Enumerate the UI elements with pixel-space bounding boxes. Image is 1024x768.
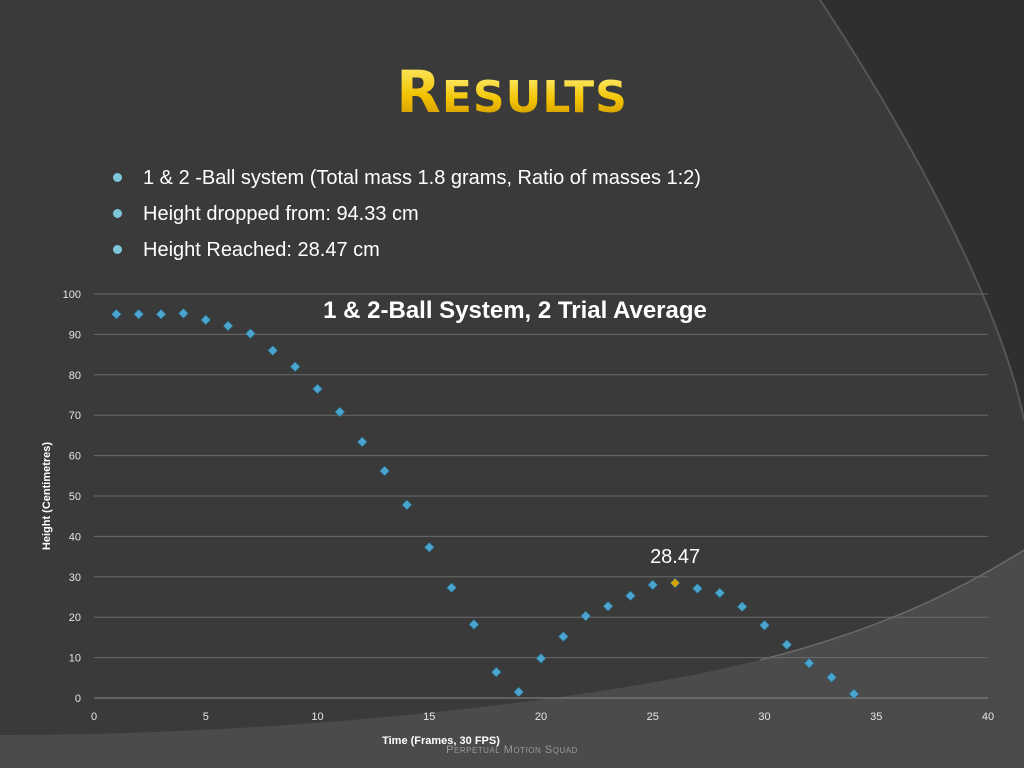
- data-point: [535, 653, 547, 664]
- bullet-text: Height Reached: 28.47 cm: [143, 239, 380, 261]
- x-tick-label: 30: [758, 711, 770, 723]
- bullet-item: 1 & 2 -Ball system (Total mass 1.8 grams…: [113, 160, 701, 196]
- x-tick-label: 0: [91, 711, 97, 723]
- x-tick-label: 10: [311, 711, 323, 723]
- y-tick-label: 90: [69, 329, 81, 341]
- data-point: [379, 465, 390, 477]
- data-point: [133, 308, 144, 320]
- x-tick-label: 5: [203, 711, 209, 723]
- footer-text: Perpetual Motion Squad: [446, 744, 578, 756]
- data-point: [334, 406, 346, 418]
- data-point: [558, 631, 569, 642]
- bullet-dot-icon: [113, 209, 122, 218]
- data-point: [446, 582, 457, 593]
- y-tick-label: 30: [69, 572, 81, 584]
- x-tick-label: 15: [423, 711, 435, 723]
- chart-title: 1 & 2-Ball System, 2 Trial Average: [323, 297, 707, 324]
- data-point: [312, 383, 323, 395]
- page-title: RESULTS: [0, 58, 1024, 126]
- highlight-point: [669, 577, 681, 589]
- x-tick-label: 20: [535, 711, 547, 723]
- decorative-band-bottom: [0, 550, 1024, 768]
- x-tick-label: 25: [647, 711, 659, 723]
- x-tick-label: 40: [982, 711, 994, 723]
- data-point: [848, 688, 860, 700]
- data-point: [781, 639, 793, 650]
- data-point: [267, 345, 279, 356]
- data-point: [424, 542, 435, 553]
- y-tick-label: 80: [69, 370, 81, 382]
- data-point: [803, 658, 815, 669]
- bullet-list: 1 & 2 -Ball system (Total mass 1.8 grams…: [113, 160, 701, 268]
- data-point: [602, 601, 614, 612]
- bullet-text: 1 & 2 -Ball system (Total mass 1.8 grams…: [143, 167, 701, 189]
- data-point: [491, 666, 502, 678]
- data-point: [289, 361, 301, 372]
- title-rest: ESULTS: [441, 72, 628, 123]
- data-point: [692, 583, 703, 594]
- data-point: [468, 619, 480, 630]
- data-point: [245, 328, 256, 339]
- data-point: [200, 314, 211, 326]
- title-first-letter: R: [396, 58, 442, 126]
- data-point: [580, 610, 591, 622]
- data-point: [155, 308, 167, 320]
- data-point: [759, 620, 770, 631]
- bullet-item: Height Reached: 28.47 cm: [113, 232, 701, 268]
- y-tick-label: 50: [69, 491, 81, 503]
- y-tick-label: 0: [75, 693, 81, 705]
- bullet-dot-icon: [113, 245, 122, 254]
- data-point: [647, 579, 658, 591]
- data-point: [826, 672, 837, 683]
- x-axis-label: Time (Frames, 30 FPS): [382, 735, 500, 747]
- data-label: 28.47: [650, 546, 700, 568]
- scatter-chart: 0 10 20 30 40 50 60 70 80 90 100 0 5 10 15 20 25 30 35 40 1 …: [41, 289, 994, 747]
- bullet-text: Height dropped from: 94.33 cm: [143, 203, 419, 225]
- data-point: [111, 308, 122, 320]
- data-point: [736, 601, 748, 612]
- y-tick-label: 60: [69, 451, 81, 463]
- data-point: [513, 686, 524, 698]
- data-point: [356, 436, 368, 448]
- y-tick-label: 40: [69, 531, 81, 543]
- y-tick-label: 20: [69, 612, 81, 624]
- y-axis-label: Height (Centimetres): [41, 442, 53, 551]
- data-point: [401, 499, 413, 511]
- decorative-arc-right: [820, 0, 1024, 420]
- data-point: [222, 320, 234, 332]
- bullet-item: Height dropped from: 94.33 cm: [113, 196, 701, 232]
- x-tick-label: 35: [870, 711, 882, 723]
- y-tick-label: 10: [69, 653, 81, 665]
- data-point: [714, 587, 726, 599]
- y-tick-label: 70: [69, 410, 81, 422]
- bullet-dot-icon: [113, 173, 122, 182]
- data-point: [178, 308, 189, 319]
- y-tick-label: 100: [63, 289, 81, 301]
- data-point: [625, 590, 636, 602]
